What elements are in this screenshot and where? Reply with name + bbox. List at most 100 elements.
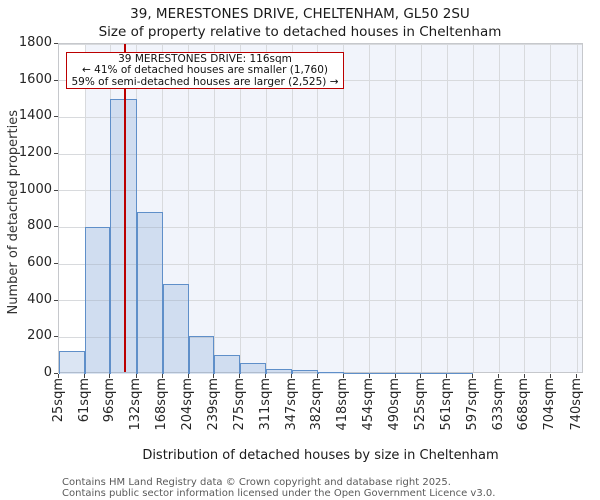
x-tick-mark bbox=[239, 374, 241, 378]
y-axis-title: Number of detached properties bbox=[6, 110, 21, 315]
h-gridline bbox=[59, 190, 582, 192]
histogram-bar bbox=[162, 284, 189, 374]
x-axis-title: Distribution of detached houses by size … bbox=[142, 448, 499, 463]
x-tick-mark bbox=[549, 374, 551, 378]
y-tick-label: 1200 bbox=[18, 145, 52, 160]
y-tick-label: 1600 bbox=[18, 71, 52, 87]
v-gridline bbox=[136, 44, 138, 372]
x-tick-mark bbox=[368, 374, 370, 378]
x-tick-mark bbox=[576, 374, 577, 378]
x-tick-label: 275sqm bbox=[231, 378, 247, 431]
histogram-bar bbox=[292, 370, 318, 374]
histogram-bar bbox=[447, 373, 474, 375]
histogram-bar bbox=[136, 211, 163, 374]
x-tick-mark bbox=[291, 374, 293, 378]
histogram-bar bbox=[266, 368, 293, 374]
x-tick-label: 25sqm bbox=[50, 378, 66, 423]
x-tick-mark bbox=[213, 374, 215, 378]
x-tick-label: 561sqm bbox=[438, 378, 454, 431]
x-tick-label: 525sqm bbox=[412, 378, 428, 431]
histogram-bar bbox=[317, 371, 344, 374]
x-tick-label: 311sqm bbox=[257, 378, 273, 431]
histogram-bar bbox=[369, 373, 396, 375]
v-gridline bbox=[265, 44, 267, 372]
h-gridline bbox=[59, 153, 582, 155]
v-gridline bbox=[239, 44, 241, 372]
histogram-bar bbox=[188, 336, 215, 374]
histogram-bar bbox=[395, 373, 422, 375]
y-tick-mark bbox=[54, 79, 58, 81]
x-tick-mark bbox=[420, 374, 422, 378]
y-tick-mark bbox=[54, 336, 58, 338]
x-tick-mark bbox=[472, 374, 474, 378]
histogram-bar bbox=[110, 99, 137, 374]
chart-subtitle: Size of property relative to detached ho… bbox=[98, 24, 502, 40]
x-tick-label: 418sqm bbox=[335, 378, 351, 431]
v-gridline bbox=[446, 44, 448, 372]
x-tick-mark bbox=[161, 374, 163, 378]
annotation-larger-stat: 59% of semi-detached houses are larger (… bbox=[71, 75, 339, 88]
x-tick-label: 704sqm bbox=[542, 378, 558, 431]
v-gridline bbox=[84, 44, 86, 372]
y-tick-label: 0 bbox=[43, 365, 52, 380]
v-gridline bbox=[213, 44, 215, 372]
v-gridline bbox=[369, 44, 371, 372]
h-gridline bbox=[59, 43, 582, 45]
footer-attribution-ogl: Contains public sector information licen… bbox=[62, 488, 496, 499]
x-tick-mark bbox=[84, 374, 86, 378]
v-gridline bbox=[317, 44, 319, 372]
annotation-smaller-stat: ← 41% of detached houses are smaller (1,… bbox=[82, 64, 328, 77]
x-tick-label: 204sqm bbox=[180, 378, 196, 431]
v-gridline bbox=[524, 44, 526, 372]
v-gridline bbox=[162, 44, 164, 372]
x-tick-label: 96sqm bbox=[101, 378, 117, 423]
v-gridline bbox=[420, 44, 422, 372]
x-tick-label: 168sqm bbox=[154, 378, 170, 431]
x-tick-label: 740sqm bbox=[568, 378, 584, 431]
h-gridline bbox=[59, 263, 582, 265]
y-tick-label: 400 bbox=[27, 291, 52, 307]
h-gridline bbox=[59, 116, 582, 118]
property-size-marker-line bbox=[123, 44, 126, 372]
x-tick-mark bbox=[523, 374, 525, 378]
plot-area bbox=[58, 43, 583, 375]
v-gridline bbox=[395, 44, 397, 372]
x-tick-label: 633sqm bbox=[490, 378, 506, 431]
y-tick-mark bbox=[54, 43, 58, 44]
y-tick-mark bbox=[54, 373, 58, 374]
v-gridline bbox=[472, 44, 474, 372]
x-tick-mark bbox=[446, 374, 448, 378]
annotation-property-label: 39 MERESTONES DRIVE: 116sqm bbox=[118, 53, 292, 65]
v-gridline bbox=[188, 44, 190, 372]
y-tick-mark bbox=[54, 263, 58, 264]
chart-title: 39, MERESTONES DRIVE, CHELTENHAM, GL50 2… bbox=[130, 6, 470, 22]
x-tick-label: 454sqm bbox=[361, 378, 377, 431]
x-tick-mark bbox=[394, 374, 396, 378]
y-tick-label: 800 bbox=[27, 218, 52, 234]
x-tick-mark bbox=[187, 374, 189, 378]
y-tick-label: 1800 bbox=[18, 35, 52, 50]
x-tick-label: 61sqm bbox=[76, 378, 92, 423]
y-tick-mark bbox=[54, 226, 58, 228]
h-gridline bbox=[59, 300, 582, 302]
x-tick-mark bbox=[316, 374, 318, 378]
histogram-bar bbox=[214, 354, 241, 374]
x-tick-label: 668sqm bbox=[516, 378, 532, 431]
x-tick-label: 347sqm bbox=[283, 378, 299, 431]
x-tick-mark bbox=[342, 374, 344, 378]
h-gridline bbox=[59, 336, 582, 338]
y-tick-label: 1000 bbox=[18, 181, 52, 197]
y-tick-label: 1400 bbox=[18, 108, 52, 124]
h-gridline bbox=[59, 226, 582, 228]
y-tick-label: 600 bbox=[27, 255, 52, 270]
y-tick-mark bbox=[54, 299, 58, 301]
histogram-bar bbox=[421, 373, 448, 375]
v-gridline bbox=[576, 44, 578, 372]
v-gridline bbox=[498, 44, 500, 372]
footer-attribution-hm-land-registry: Contains HM Land Registry data © Crown c… bbox=[62, 477, 451, 488]
x-tick-label: 597sqm bbox=[464, 378, 480, 431]
x-tick-label: 382sqm bbox=[309, 378, 325, 431]
v-gridline bbox=[550, 44, 552, 372]
y-tick-mark bbox=[54, 189, 58, 191]
